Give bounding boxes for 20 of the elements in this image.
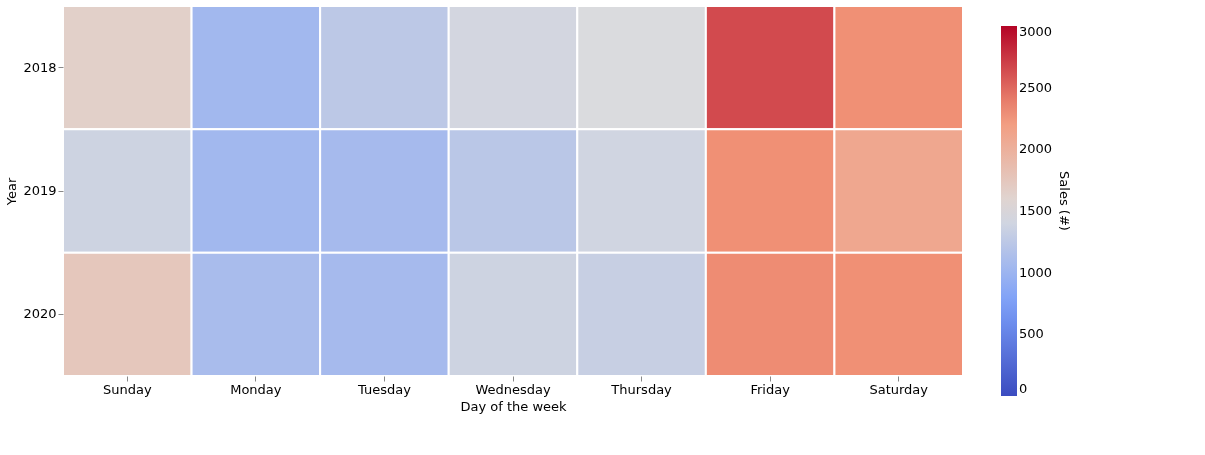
y-axis-title: Year xyxy=(4,177,20,207)
color-bar-label: 1500 xyxy=(1019,203,1053,218)
x-tick-label: Thursday xyxy=(610,381,673,397)
color-bar-title: Sales (#) xyxy=(1057,171,1072,231)
color-bar-label: 2500 xyxy=(1019,79,1053,95)
color-bar-label: 2000 xyxy=(1019,141,1053,157)
y-tick-label: 2019 xyxy=(23,183,57,198)
color-bar-label: 3000 xyxy=(1019,24,1053,39)
x-tick-label: Sunday xyxy=(102,381,152,397)
x-tick-label: Tuesday xyxy=(356,381,412,397)
y-tick-label: 2018 xyxy=(23,59,57,75)
color-bar-label: 500 xyxy=(1019,326,1044,342)
x-axis-title: Day of the week xyxy=(460,398,568,414)
x-tick-label: Monday xyxy=(230,381,282,397)
color-bar-label: 0 xyxy=(1019,381,1028,396)
color-bar-label: 1000 xyxy=(1019,264,1053,280)
x-tick-label: Wednesday xyxy=(475,381,551,397)
y-tick-label: 2020 xyxy=(23,306,57,322)
x-tick-label: Saturday xyxy=(869,381,929,397)
x-tick-label: Friday xyxy=(750,381,791,397)
